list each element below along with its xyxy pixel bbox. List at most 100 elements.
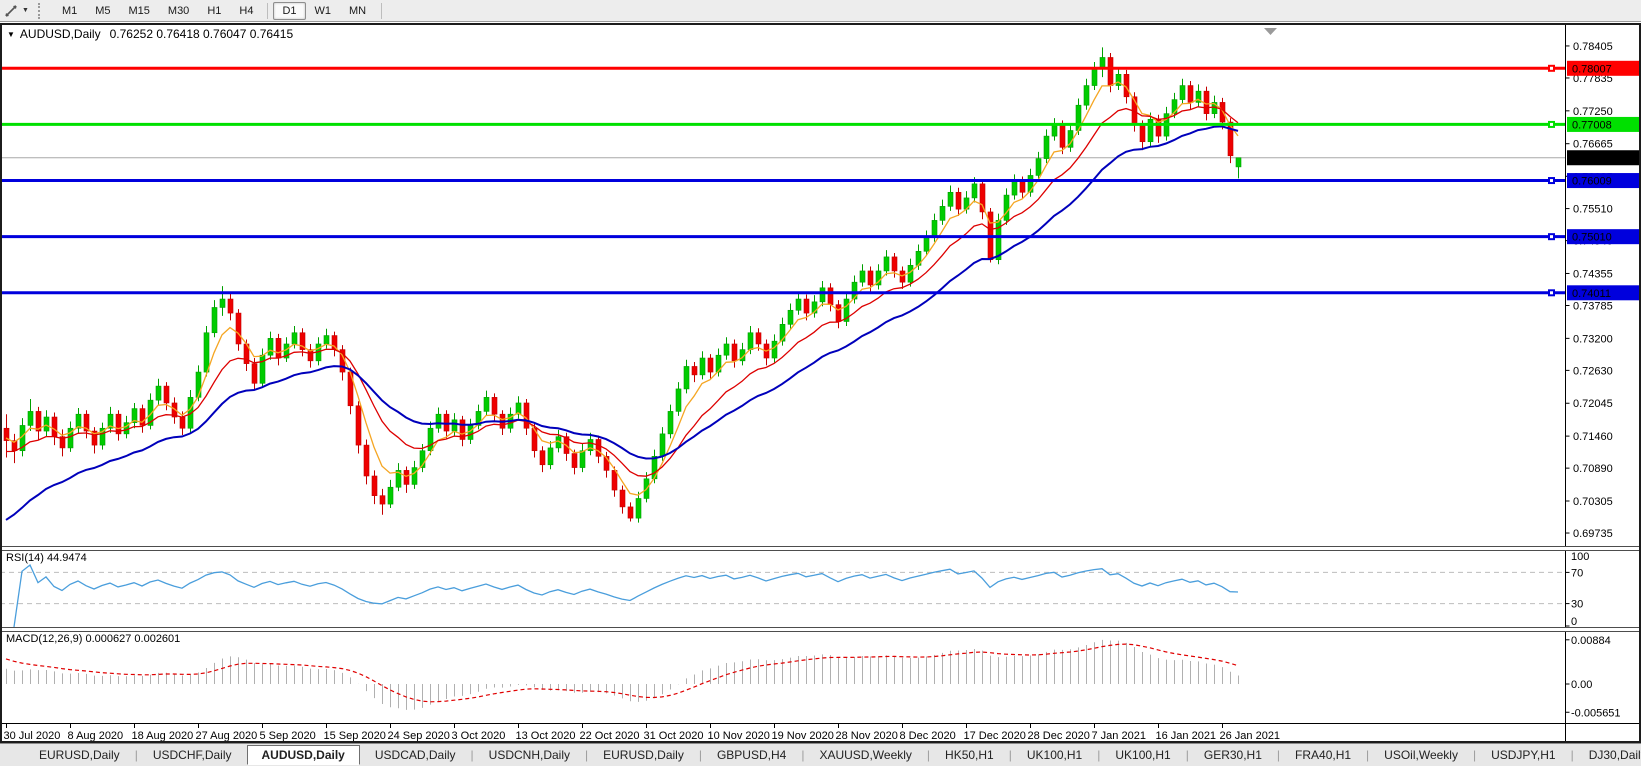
chart-tab-xauusd-weekly[interactable]: XAUUSD,Weekly (819, 748, 912, 762)
panel-separator[interactable] (2, 546, 1639, 551)
svg-text:0.76009: 0.76009 (1572, 176, 1612, 188)
chart-tab-fra40-h1[interactable]: FRA40,H1 (1295, 748, 1352, 762)
timeframe-button-m5[interactable]: M5 (95, 4, 111, 17)
macd-histogram (6, 639, 1239, 710)
price-tick-label: 0.73200 (1573, 333, 1613, 345)
price-tick-label: 0.70305 (1573, 496, 1613, 508)
tab-separator: | (1570, 748, 1574, 762)
chart-title: ▼ AUDUSD,Daily 0.76252 0.76418 0.76047 0.7… (7, 27, 293, 41)
date-tick-label: 3 Oct 2020 (452, 730, 506, 742)
price-tick-label: 0.77835 (1573, 73, 1613, 85)
tab-separator: | (1276, 748, 1281, 762)
chart-tab-eurusd-daily[interactable]: EURUSD,Daily (39, 748, 120, 762)
tab-separator: | (1366, 748, 1370, 762)
date-tick-label: 26 Jan 2021 (1220, 730, 1281, 742)
main-chart-canvas[interactable]: 0.784050.778350.772500.766650.760850.755… (0, 24, 1641, 546)
toolbar-divider (267, 2, 269, 19)
macd-tick-label: -0.005651 (1571, 707, 1621, 719)
chart-tab-usdchf-daily[interactable]: USDCHF,Daily (152, 748, 232, 762)
time-axis: 30 Jul 2020 8 Aug 2020 18 Aug 2020 27 Aug 2… (0, 723, 1641, 743)
chart-shift-marker (1264, 28, 1277, 35)
date-tick-label: 13 Oct 2020 (516, 730, 576, 742)
price-tick-label: 0.78405 (1573, 41, 1613, 53)
cursor-tool-icon[interactable] (2, 3, 20, 19)
price-tick-label: 0.74355 (1573, 268, 1613, 280)
tab-separator: | (134, 748, 138, 762)
price-label-box (1567, 173, 1641, 189)
macd-indicator-label: MACD(12,26,9) 0.000627 0.002601 (6, 633, 181, 645)
ma-slow-line (5, 125, 1239, 521)
tab-separator: | (1008, 748, 1012, 762)
rsi-tick-label: 100 (1571, 551, 1589, 563)
chart-tab-usdcad-daily[interactable]: USDCAD,Daily (374, 748, 456, 762)
timeframe-button-h4[interactable]: H4 (239, 4, 254, 17)
timeframe-toolbar: ▼ M1 M5 M15 M30 H1 H4 D1 W1 MN (0, 0, 1641, 22)
tab-separator: | (698, 748, 702, 762)
price-tick-label: 0.77250 (1573, 106, 1613, 118)
chart-title-dropdown-icon[interactable]: ▼ (7, 30, 15, 39)
date-tick-label: 27 Aug 2020 (196, 730, 258, 742)
date-tick-label: 28 Dec 2020 (1028, 730, 1090, 742)
date-tick-label: 8 Dec 2020 (900, 730, 956, 742)
tool-dropdown-icon[interactable]: ▼ (22, 7, 29, 14)
chart-tab-uk100-h1[interactable]: UK100,H1 (1115, 748, 1171, 762)
svg-text:0.76415: 0.76415 (1572, 153, 1612, 165)
price-tick-label: 0.72045 (1573, 398, 1613, 410)
macd-panel-canvas[interactable]: 0.00884 0.00 -0.005651 (0, 630, 1641, 723)
timeframe-button-d1[interactable]: D1 (273, 1, 306, 20)
date-tick-label: 28 Nov 2020 (836, 730, 898, 742)
chart-tab-eurusd-daily[interactable]: EURUSD,Daily (603, 748, 684, 762)
price-tick-label: 0.76665 (1573, 139, 1613, 151)
price-label-box (1567, 150, 1641, 166)
chart-symbol-period: AUDUSD,Daily (19, 27, 101, 41)
tab-separator: | (926, 748, 931, 762)
timeframe-button-w1[interactable]: W1 (314, 4, 332, 17)
timeframe-button-m15[interactable]: M15 (128, 4, 150, 17)
price-label-box (1567, 116, 1641, 132)
chart-tab-usdjpy-h1[interactable]: USDJPY,H1 (1491, 748, 1556, 762)
date-tick-label: 8 Aug 2020 (68, 730, 124, 742)
chart-tab-uk100-h1[interactable]: UK100,H1 (1026, 748, 1083, 762)
timeframe-button-m1[interactable]: M1 (61, 4, 78, 17)
panel-separator[interactable] (2, 627, 1639, 632)
ma-mid-line (5, 106, 1239, 477)
rsi-tick-label: 0 (1571, 616, 1577, 627)
date-tick-label: 31 Oct 2020 (644, 730, 704, 742)
tab-separator: | (801, 748, 805, 762)
svg-text:0.78007: 0.78007 (1572, 63, 1612, 75)
chart-tab-usoil-weekly[interactable]: USOil,Weekly (1384, 748, 1458, 762)
svg-text:0.75010: 0.75010 (1572, 232, 1612, 244)
date-tick-label: 22 Oct 2020 (580, 730, 640, 742)
chart-tab-audusd-daily[interactable]: AUDUSD,Daily (246, 745, 360, 765)
date-tick-label: 5 Sep 2020 (260, 730, 316, 742)
timeframe-button-h1[interactable]: H1 (207, 4, 222, 17)
macd-signal-line (5, 643, 1239, 703)
price-tick-label: 0.73785 (1573, 300, 1613, 312)
timeframe-button-mn[interactable]: MN (349, 4, 367, 17)
price-tick-label: 0.71460 (1573, 431, 1613, 443)
price-tick-label: 0.75510 (1573, 204, 1613, 216)
toolbar-grip[interactable] (37, 2, 45, 19)
price-label-box (1567, 60, 1641, 76)
ma-fast-line (5, 81, 1239, 496)
chart-ohlc-values: 0.76252 0.76418 0.76047 0.76415 (109, 27, 294, 41)
tab-separator: | (470, 748, 474, 762)
svg-text:0.77008: 0.77008 (1572, 119, 1612, 131)
tab-separator: | (1097, 748, 1101, 762)
rsi-panel-canvas[interactable]: 100 70 30 0 (0, 549, 1641, 627)
chart-tab-hk50-h1[interactable]: HK50,H1 (945, 748, 994, 762)
date-tick-label: 10 Nov 2020 (708, 730, 770, 742)
timeframe-button-m30[interactable]: M30 (167, 4, 190, 17)
chart-tab-gbpusd-h4[interactable]: GBPUSD,H4 (716, 748, 787, 762)
rsi-line (13, 563, 1239, 627)
toolbar-divider (381, 2, 383, 19)
chart-tab-bar: EURUSD,Daily | USDCHF,Daily AUDUSD,Daily USD… (0, 743, 1641, 766)
chart-tab-ger30-h1[interactable]: GER30,H1 (1203, 748, 1262, 762)
chart-tab-dj30-daily[interactable]: DJ30,Daily (1588, 748, 1641, 762)
price-tick-label: 0.69735 (1573, 528, 1613, 540)
chart-tab-usdcnh-daily[interactable]: USDCNH,Daily (488, 748, 571, 762)
tab-separator: | (1472, 748, 1477, 762)
candles-layer (3, 47, 1242, 523)
rsi-tick-label: 70 (1571, 567, 1583, 579)
date-tick-label: 24 Sep 2020 (388, 730, 450, 742)
